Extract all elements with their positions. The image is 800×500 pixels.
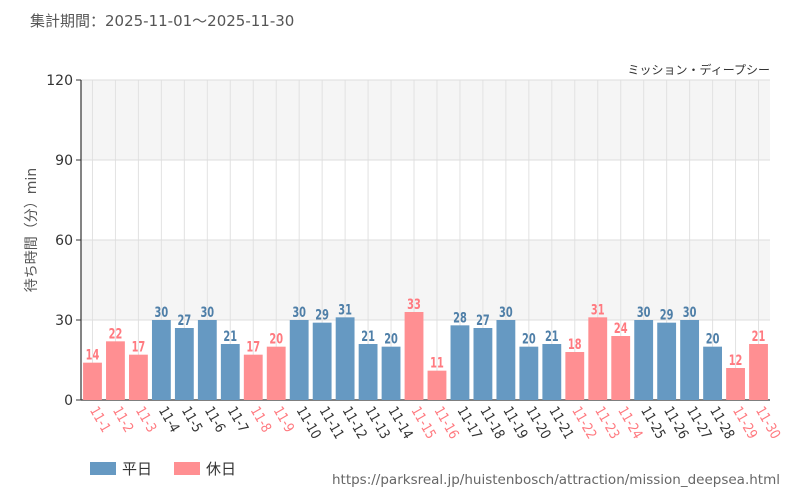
- value-label: 20: [706, 330, 720, 347]
- value-label: 12: [729, 352, 743, 369]
- legend-item-holiday: 休日: [174, 458, 236, 479]
- x-tick-label: 11-7: [224, 404, 251, 435]
- value-label: 21: [361, 328, 375, 345]
- bar-11-18: [473, 328, 493, 400]
- bar-11-9: [266, 346, 286, 400]
- y-axis-label: 待ち時間（分）min: [24, 168, 40, 292]
- value-label: 21: [752, 328, 766, 345]
- bar-11-22: [565, 352, 585, 400]
- y-tick-label: 0: [64, 393, 73, 409]
- value-label: 21: [545, 328, 559, 345]
- source-url: https://parksreal.jp/huistenbosch/attrac…: [331, 472, 780, 488]
- value-label: 31: [338, 301, 352, 318]
- value-label: 30: [683, 304, 697, 321]
- plot-band: [81, 160, 770, 240]
- bar-11-3: [129, 354, 148, 400]
- bar-11-4: [151, 320, 171, 400]
- bar-11-23: [588, 317, 608, 400]
- value-label: 17: [132, 338, 146, 355]
- y-tick-label: 60: [55, 233, 73, 249]
- bar-11-11: [312, 322, 332, 400]
- plot-band: [81, 320, 770, 400]
- bar-11-17: [450, 325, 470, 400]
- value-label: 30: [292, 304, 306, 321]
- bar-11-16: [427, 370, 447, 400]
- value-label: 33: [407, 296, 421, 313]
- period-label: 集計期間：2025-11-01～2025-11-30: [30, 12, 295, 30]
- value-label: 11: [430, 354, 444, 371]
- bar-11-29: [726, 368, 745, 400]
- value-label: 24: [614, 320, 628, 337]
- bar-11-14: [381, 346, 401, 400]
- value-label: 20: [269, 330, 283, 347]
- bar-11-27: [680, 320, 700, 400]
- value-labels: 14 22 17 30 27 30 21 17 20 30 29 31 21 20 33 11 28 27 30 20…: [86, 296, 766, 371]
- x-tick-label: 11-4: [155, 404, 182, 435]
- value-label: 27: [476, 312, 490, 329]
- x-tick-label: 11-30: [752, 404, 783, 442]
- value-label: 14: [86, 346, 100, 363]
- plot-band: [81, 80, 770, 160]
- legend: 平日 休日: [90, 458, 258, 479]
- bar-11-21: [542, 344, 562, 400]
- y-tick-labels: 0 30 60 90 120: [46, 73, 81, 409]
- bar-11-1: [83, 362, 102, 400]
- x-tick-label: 11-2: [109, 404, 136, 435]
- chart-title: ミッション・ディープシー: [628, 62, 770, 77]
- x-tick-label: 11-1: [86, 404, 113, 435]
- bar-11-7: [220, 344, 240, 400]
- legend-label-weekday: 平日: [122, 460, 153, 478]
- legend-swatch-weekday: [90, 462, 116, 475]
- value-label: 27: [178, 312, 192, 329]
- bar-11-28: [703, 346, 722, 400]
- value-label: 20: [522, 330, 536, 347]
- x-tick-label: 11-9: [269, 404, 296, 435]
- bar-11-25: [634, 320, 654, 400]
- value-label: 20: [384, 330, 398, 347]
- value-label: 29: [315, 306, 329, 323]
- plot-background: [81, 80, 770, 400]
- value-label: 30: [499, 304, 513, 321]
- value-label: 22: [109, 325, 123, 342]
- bar-11-12: [335, 317, 355, 400]
- legend-swatch-holiday: [174, 462, 201, 475]
- value-label: 17: [246, 338, 260, 355]
- value-label: 18: [568, 336, 582, 353]
- value-label: 30: [200, 304, 214, 321]
- bar-11-8: [243, 354, 263, 400]
- value-label: 21: [223, 328, 237, 345]
- x-tick-label: 11-6: [201, 404, 228, 435]
- value-label: 31: [591, 301, 605, 318]
- value-label: 29: [660, 306, 674, 323]
- bar-11-30: [749, 344, 768, 400]
- value-label: 30: [637, 304, 651, 321]
- bar-11-19: [496, 320, 516, 400]
- y-tick-label: 30: [55, 313, 73, 329]
- x-tick-label: 11-3: [132, 404, 159, 435]
- bar-11-10: [289, 320, 309, 400]
- legend-item-weekday: 平日: [90, 458, 152, 479]
- y-tick-label: 90: [55, 153, 73, 169]
- bars: [83, 312, 768, 400]
- x-tick-label: 11-5: [178, 404, 205, 435]
- x-tick-label: 11-8: [247, 404, 274, 435]
- bar-11-20: [519, 346, 539, 400]
- legend-label-holiday: 休日: [206, 460, 237, 478]
- bar-11-2: [106, 341, 125, 400]
- bar-11-5: [174, 328, 194, 400]
- bar-11-6: [197, 320, 217, 400]
- bar-11-13: [358, 344, 378, 400]
- bar-11-24: [611, 336, 631, 400]
- value-label: 28: [453, 309, 467, 326]
- bar-11-15: [404, 312, 424, 400]
- plot-band: [81, 240, 770, 320]
- x-tick-labels: 11-111-211-311-411-511-611-711-811-911-1…: [86, 404, 783, 442]
- y-tick-label: 120: [46, 73, 73, 89]
- value-label: 30: [155, 304, 169, 321]
- bar-11-26: [657, 322, 677, 400]
